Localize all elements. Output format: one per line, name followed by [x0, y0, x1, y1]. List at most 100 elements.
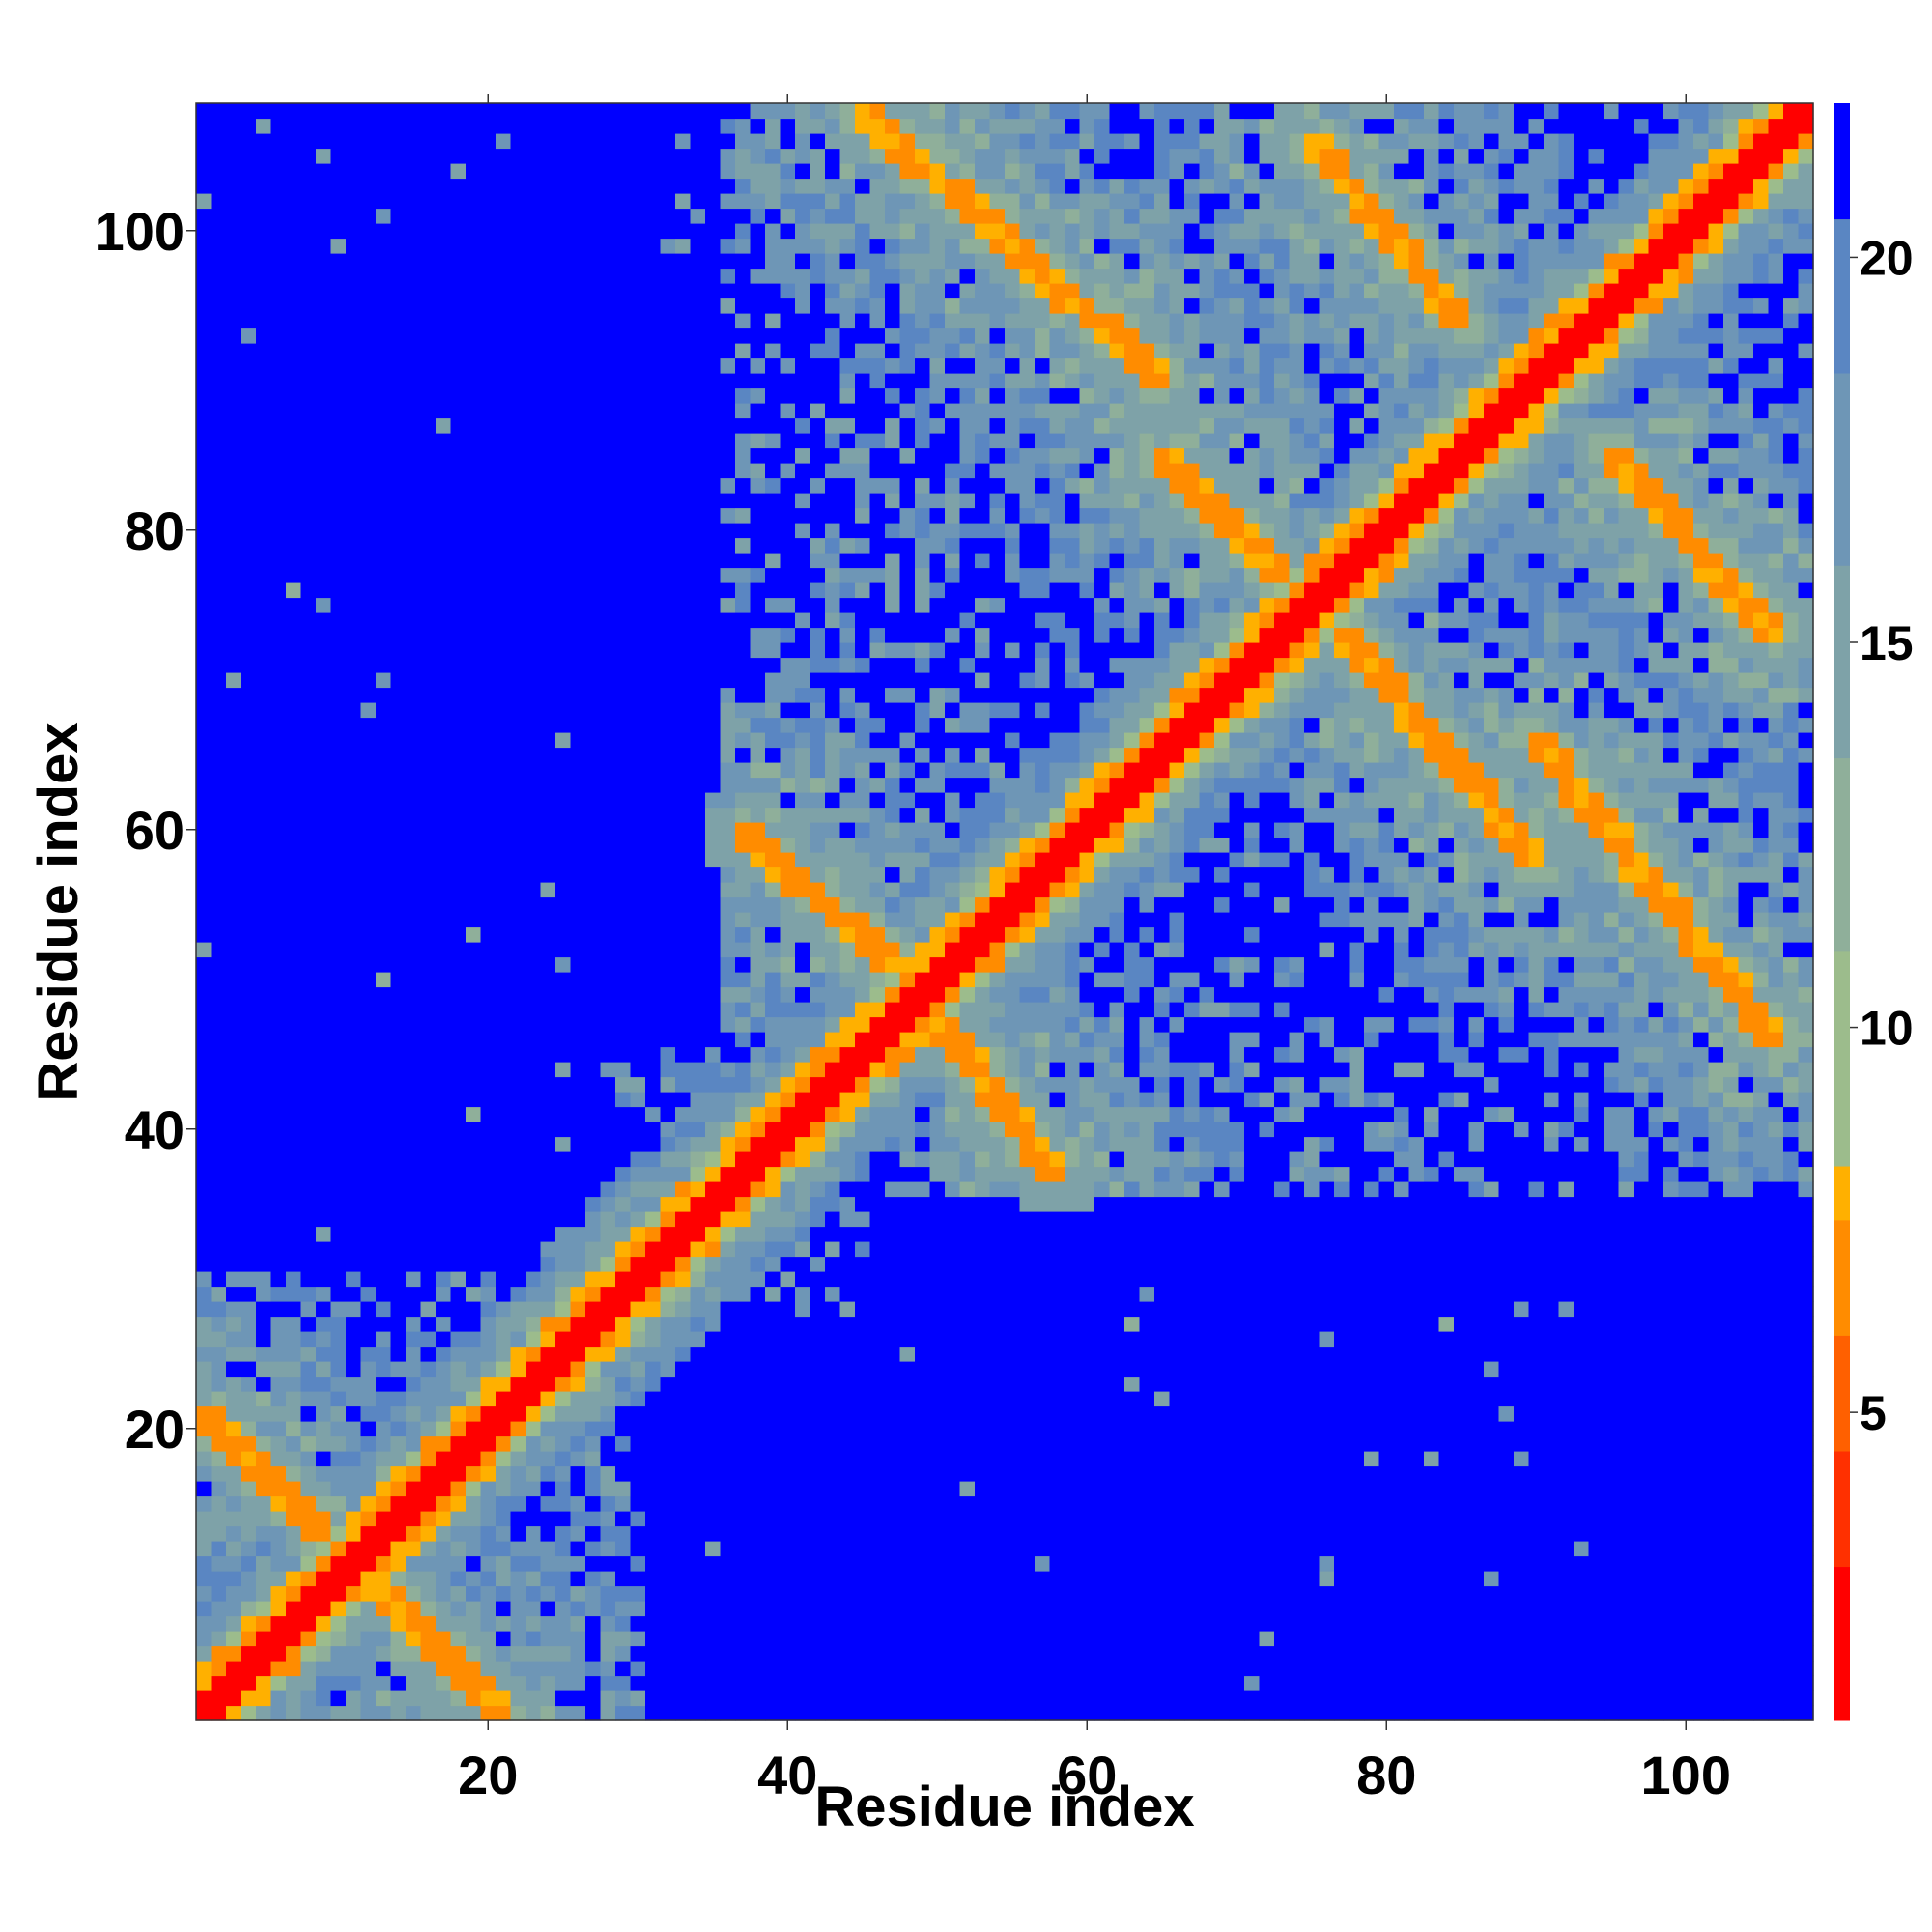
heatmap-cell [256, 463, 272, 479]
heatmap-cell [436, 1106, 452, 1122]
heatmap-cell [705, 597, 722, 613]
heatmap-cell [765, 657, 781, 673]
heatmap-cell [330, 807, 347, 823]
heatmap-cell [570, 523, 586, 539]
heatmap-cell [270, 1675, 287, 1691]
heatmap-cell [675, 1166, 692, 1182]
heatmap-cell [795, 1196, 811, 1212]
heatmap-cell [241, 567, 257, 583]
heatmap-cell [615, 672, 632, 689]
heatmap-cell [420, 118, 437, 134]
heatmap-cell [436, 1675, 452, 1691]
heatmap-cell [675, 732, 692, 749]
heatmap-cell [540, 1032, 556, 1048]
heatmap-cell [316, 1346, 332, 1362]
heatmap-cell [540, 612, 556, 629]
heatmap-cell [780, 837, 796, 853]
heatmap-cell [330, 642, 347, 659]
heatmap-cell [406, 1106, 422, 1122]
heatmap-cell [720, 1301, 736, 1318]
heatmap-cell [540, 1361, 556, 1378]
heatmap-cell [855, 1361, 871, 1378]
heatmap-cell [765, 792, 781, 809]
heatmap-cell [839, 582, 856, 599]
heatmap-cell [735, 1046, 752, 1063]
heatmap-cell [795, 148, 811, 164]
heatmap-cell [540, 1481, 556, 1497]
heatmap-cell [869, 1151, 886, 1168]
heatmap-cell [585, 238, 602, 254]
heatmap-cell [855, 417, 871, 434]
heatmap-cell [765, 133, 781, 150]
heatmap-cell [839, 732, 856, 749]
heatmap-cell [750, 357, 766, 374]
heatmap-cell [555, 1286, 572, 1302]
heatmap-cell [765, 553, 781, 569]
heatmap-cell [241, 1541, 257, 1557]
heatmap-cell [630, 477, 646, 494]
heatmap-cell [810, 103, 826, 120]
heatmap-cell [226, 1331, 242, 1348]
heatmap-cell [316, 1226, 332, 1242]
heatmap-cell [660, 133, 676, 150]
heatmap-cell [376, 178, 392, 194]
heatmap-cell [376, 1181, 392, 1198]
heatmap-cell [300, 387, 317, 404]
heatmap-cell [346, 942, 362, 958]
heatmap-cell [660, 1016, 676, 1033]
heatmap-cell [406, 1555, 422, 1572]
heatmap-cell [750, 178, 766, 194]
heatmap-cell [286, 1690, 302, 1707]
heatmap-cell [286, 912, 302, 928]
heatmap-cell [735, 1331, 752, 1348]
heatmap-cell [226, 1675, 242, 1691]
heatmap-cell [555, 1645, 572, 1662]
heatmap-cell [645, 313, 662, 329]
heatmap-cell [316, 1585, 332, 1602]
heatmap-cell [855, 1136, 871, 1152]
heatmap-cell [496, 387, 512, 404]
heatmap-cell [660, 1106, 676, 1122]
heatmap-cell [645, 1421, 662, 1437]
heatmap-cell [196, 433, 213, 449]
heatmap-cell [825, 1376, 841, 1392]
heatmap-cell [869, 537, 886, 554]
heatmap-cell [256, 208, 272, 224]
heatmap-cell [196, 837, 213, 853]
heatmap-cell [390, 223, 407, 240]
heatmap-cell [376, 942, 392, 958]
heatmap-cell [750, 268, 766, 284]
heatmap-cell [585, 942, 602, 958]
heatmap-cell [480, 223, 497, 240]
heatmap-cell [270, 1092, 287, 1108]
heatmap-cell [540, 1316, 556, 1332]
heatmap-cell [660, 477, 676, 494]
heatmap-cell [645, 597, 662, 613]
heatmap-cell [270, 882, 287, 898]
heatmap-cell [450, 912, 467, 928]
heatmap-cell [316, 133, 332, 150]
heatmap-cell [795, 118, 811, 134]
heatmap-cell [540, 807, 556, 823]
heatmap-cell [855, 1076, 871, 1093]
heatmap-cell [406, 133, 422, 150]
heatmap-cell [346, 1286, 362, 1302]
heatmap-cell [346, 343, 362, 359]
heatmap-cell [466, 1166, 482, 1182]
heatmap-cell [630, 1346, 646, 1362]
heatmap-cell [346, 208, 362, 224]
heatmap-cell [420, 1181, 437, 1198]
heatmap-cell [600, 612, 616, 629]
heatmap-cell [540, 507, 556, 524]
heatmap-cell [885, 1615, 901, 1632]
heatmap-cell [196, 178, 213, 194]
heatmap-cell [466, 1122, 482, 1138]
heatmap-cell [645, 717, 662, 733]
heatmap-cell [570, 732, 586, 749]
heatmap-cell [720, 1435, 736, 1452]
heatmap-cell [570, 387, 586, 404]
heatmap-cell [825, 612, 841, 629]
heatmap-cell [346, 1690, 362, 1707]
heatmap-cell [735, 403, 752, 419]
heatmap-cell [390, 1076, 407, 1093]
